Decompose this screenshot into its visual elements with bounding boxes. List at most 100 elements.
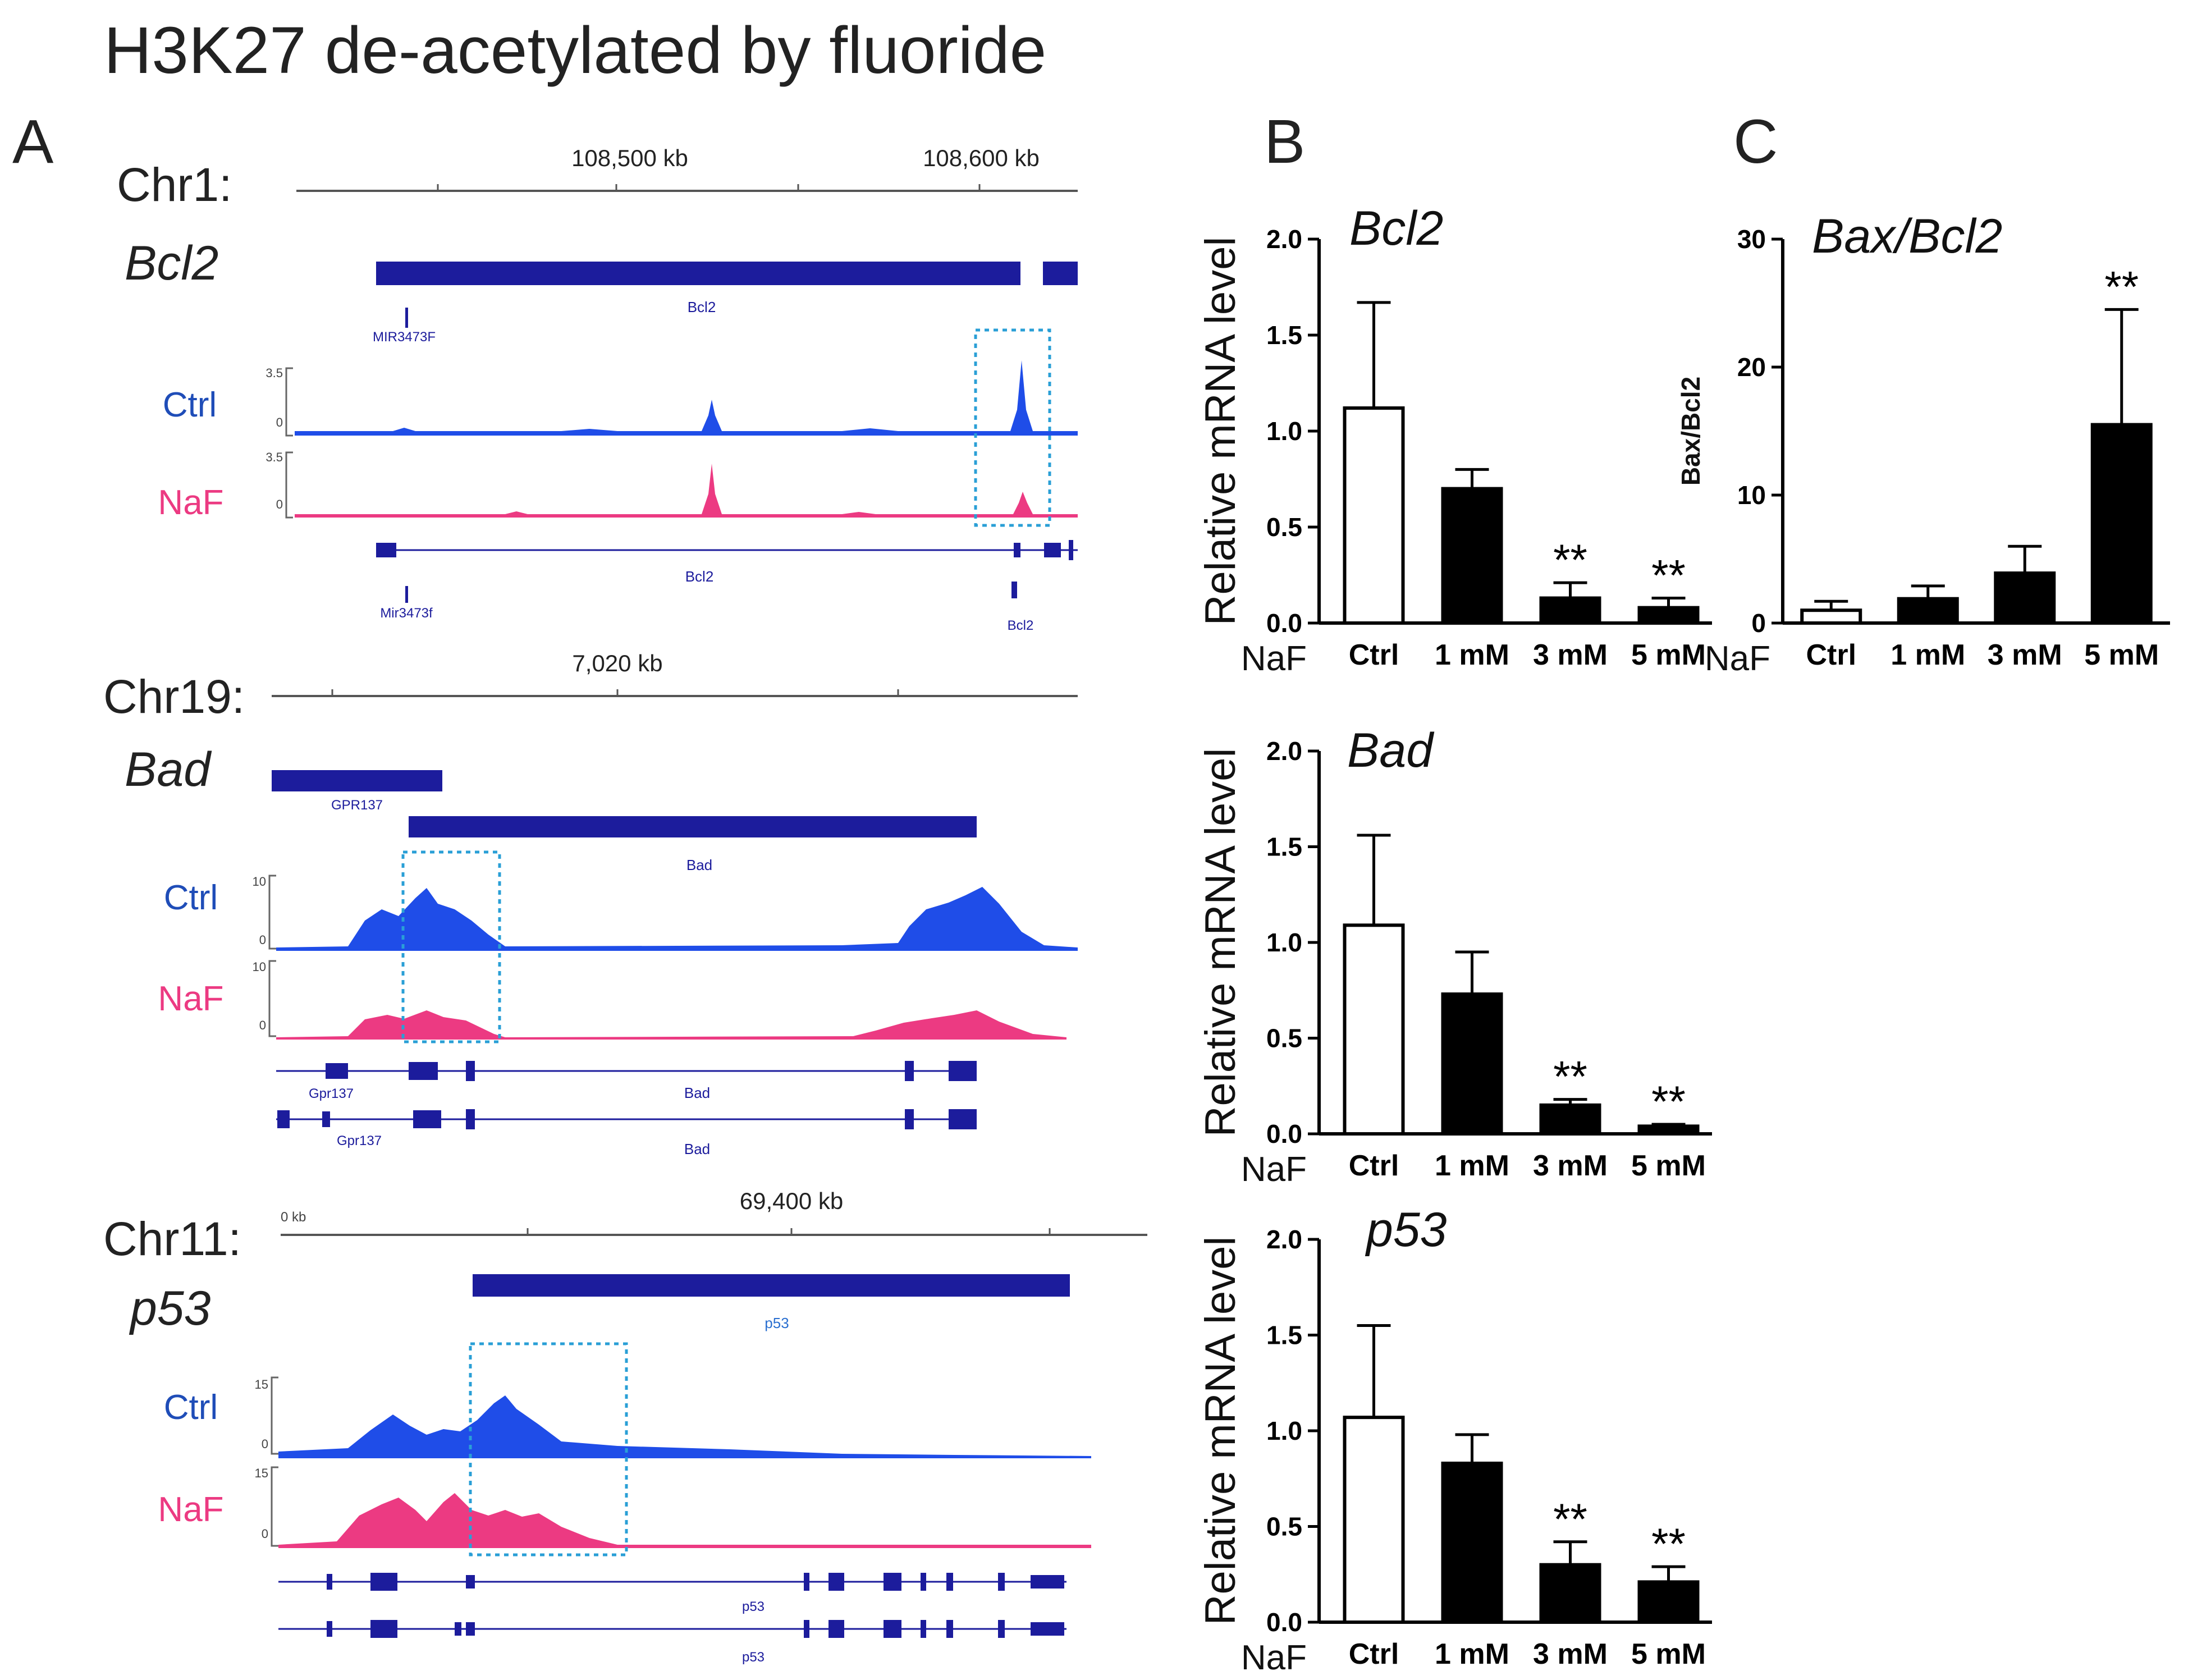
figure-title: H3K27 de-acetylated by fluoride: [104, 13, 1046, 88]
scale-max: 15: [255, 1466, 268, 1480]
ruler-label: 69,400 kb: [740, 1188, 844, 1214]
gene-model-label: Bad: [684, 1084, 710, 1101]
significance-label: **: [1651, 1077, 1686, 1126]
browser-track-bad: Chr19: Bad 7,020 kb GPR137 Bad Ctrl 10 0…: [103, 650, 1078, 1157]
exon-block: [466, 1109, 475, 1129]
bar: [1637, 606, 1700, 625]
scale-bracket: [271, 1466, 278, 1547]
x-tick-label: Ctrl: [1806, 639, 1856, 671]
other-gene-bar: [272, 770, 442, 791]
y-tick-label: 1.5: [1266, 1321, 1302, 1350]
bar: [1637, 1124, 1700, 1136]
y-tick-label: 0.0: [1266, 1119, 1302, 1148]
y-tick-label: 30: [1737, 225, 1766, 254]
gene-model-label: Bad: [684, 1141, 710, 1157]
bar: [1343, 1416, 1405, 1624]
scale-bracket: [285, 367, 293, 437]
exon-block: [884, 1573, 901, 1591]
x-tick-label: Ctrl: [1349, 1150, 1399, 1182]
y-tick-label: 1.5: [1266, 832, 1302, 862]
mir-model-label: Mir3473f: [380, 606, 433, 621]
scale-bracket: [285, 451, 293, 519]
gene-bar-label: p53: [765, 1315, 789, 1331]
exon-block: [326, 1063, 348, 1079]
y-tick-label: 0.5: [1266, 1024, 1302, 1053]
scale-bracket: [271, 1376, 278, 1455]
x-axis-label: NaF: [1241, 639, 1307, 678]
bar: [1343, 923, 1405, 1136]
y-tick-label: 2.0: [1266, 736, 1302, 766]
exon-block: [466, 1622, 475, 1636]
bar: [1441, 992, 1503, 1136]
exon-block: [998, 1573, 1005, 1591]
naf-label: NaF: [158, 979, 223, 1018]
exon-block: [998, 1620, 1005, 1638]
bar-chart-bad: 0.0 0.5 1.0 1.5 2.0 Relative mRNA level Bad NaF…: [1197, 724, 1712, 1189]
exon-block: [1011, 582, 1017, 598]
ctrl-signal: [295, 360, 1078, 436]
bar: [1441, 487, 1503, 625]
chrom-label: Chr11:: [103, 1212, 241, 1265]
exon-block: [370, 1620, 397, 1638]
panel-label-b: B: [1264, 107, 1305, 176]
chart-title: Bad: [1347, 724, 1435, 777]
x-tick-label: 3 mM: [1533, 1638, 1608, 1670]
bar: [1637, 1580, 1700, 1624]
exon-block: [370, 1573, 397, 1591]
y-axis-label: Bax/Bcl2: [1676, 377, 1705, 486]
scale-min: 0: [276, 497, 283, 511]
y-tick-label: 2.0: [1266, 1225, 1302, 1254]
x-tick-label: 5 mM: [1631, 639, 1706, 671]
significance-label: **: [1651, 1519, 1686, 1568]
x-tick-label: Ctrl: [1349, 639, 1399, 671]
gene-bar: [409, 816, 977, 837]
y-axis-label: Relative mRNA level: [1197, 237, 1244, 626]
highlight-box: [974, 328, 1051, 527]
exon-block: [322, 1111, 330, 1127]
bar-charts: 0.0 0.5 1.0 1.5 2.0 Relative mRNA level Bcl2 Na…: [1197, 202, 2170, 1677]
y-tick-label: 1.0: [1266, 928, 1302, 957]
gene-model-label: Bcl2: [1008, 618, 1034, 633]
x-tick-label: 1 mM: [1435, 1638, 1509, 1670]
x-tick-label: 1 mM: [1435, 639, 1509, 671]
y-axis-label: Relative mRNA level: [1197, 748, 1244, 1137]
gene-model-label: p53: [742, 1599, 765, 1614]
ctrl-label: Ctrl: [164, 1388, 218, 1427]
exon-block: [949, 1109, 977, 1129]
exon-block: [327, 1621, 332, 1637]
scale-min: 0: [259, 933, 266, 947]
bar-chart-bax-bcl2: 0 10 20 30 Bax/Bcl2 Bax/Bcl2 NaF Ctrl 1 mM 3 mM **…: [1676, 209, 2170, 678]
gene-bar: [473, 1274, 1070, 1297]
scale-min: 0: [262, 1437, 268, 1451]
naf-signal: [276, 1010, 1066, 1040]
bar: [2090, 423, 2153, 625]
browser-track-bcl2: Chr1: Bcl2 108,500 kb 108,600 kb Bcl2 MI…: [117, 145, 1078, 633]
y-tick-label: 1.5: [1266, 321, 1302, 350]
gene-bar-label: Bad: [686, 857, 712, 873]
ctrl-label: Ctrl: [164, 878, 218, 917]
bar: [1994, 571, 2056, 625]
y-tick-label: 0.0: [1266, 608, 1302, 638]
x-axis-label: NaF: [1705, 639, 1770, 678]
exon-block: [1069, 540, 1073, 560]
y-axis-label: Relative mRNA level: [1197, 1237, 1244, 1626]
y-tick-label: 1.0: [1266, 416, 1302, 446]
gene-model-label: p53: [742, 1650, 765, 1665]
bar-chart-p53: 0.0 0.5 1.0 1.5 2.0 Relative mRNA level p53 NaF…: [1197, 1203, 1712, 1677]
naf-signal: [295, 464, 1078, 518]
gene-bar: [376, 262, 1020, 285]
significance-label: **: [1553, 535, 1587, 584]
naf-signal: [278, 1493, 1091, 1548]
gene-name-label: p53: [129, 1281, 211, 1335]
bar: [1539, 1563, 1601, 1624]
exon-block: [905, 1109, 914, 1129]
chrom-label: Chr19:: [103, 670, 245, 723]
exon-block: [1014, 543, 1020, 557]
exon-block: [277, 1110, 290, 1128]
scale-max: 10: [253, 875, 266, 889]
y-tick-label: 0.5: [1266, 1512, 1302, 1541]
x-tick-label: 5 mM: [1631, 1150, 1706, 1182]
exon-block: [1031, 1622, 1064, 1636]
significance-label: **: [2104, 262, 2139, 311]
chart-title: p53: [1365, 1203, 1447, 1257]
